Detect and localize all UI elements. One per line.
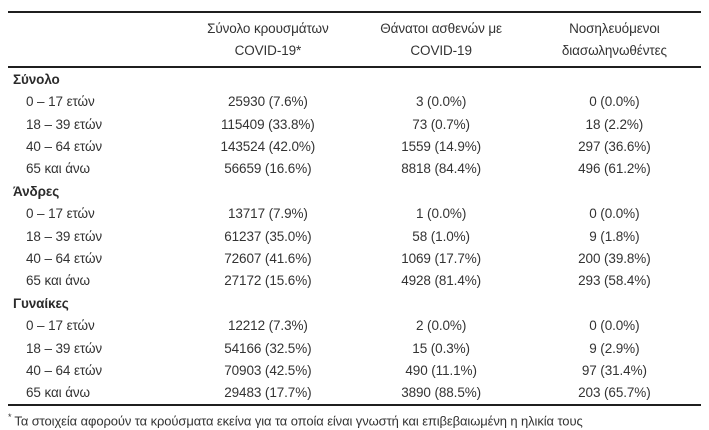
table-body: Σύνολο 0 – 17 ετών 25930 (7.6%) 3 (0.0%)… [8, 67, 701, 404]
section-row-total: Σύνολο [8, 67, 701, 90]
header-row: Σύνολο κρουσμάτων COVID-19* Θάνατοι ασθε… [8, 12, 701, 68]
footnote-asterisk: * [8, 412, 12, 423]
section-label-women: Γυναίκες [13, 295, 69, 311]
cases-value: 13717 (7.9%) [227, 206, 308, 222]
covid-age-table: Σύνολο κρουσμάτων COVID-19* Θάνατοι ασθε… [8, 11, 701, 404]
age-label: 65 και άνω [26, 161, 91, 177]
column-header-deaths: Θάνατοι ασθενών με COVID-19 [355, 12, 528, 67]
age-label: 40 – 64 ετών [26, 139, 103, 155]
table-row: 0 – 17 ετών 12212 (7.3%) 2 (0.0%) 0 (0.0… [8, 314, 701, 336]
column-header-deaths-line1: Θάνατοι ασθενών με [380, 21, 502, 36]
age-label: 40 – 64 ετών [26, 362, 103, 378]
column-header-intubated-line2: διασωληνωθέντες [561, 42, 667, 58]
intubated-value: 0 (0.0%) [589, 94, 640, 110]
age-label: 18 – 39 ετών [26, 228, 103, 244]
cases-value: 70903 (42.5%) [224, 362, 312, 378]
row-label-column-header [8, 12, 181, 67]
covid-age-table-sheet: Σύνολο κρουσμάτων COVID-19* Θάνατοι ασθε… [8, 11, 701, 430]
section-row-women: Γυναίκες [8, 292, 701, 314]
table-footnote: * Τα στοιχεία αφορούν τα κρούσματα εκείνα… [8, 404, 701, 430]
intubated-value: 9 (2.9%) [589, 340, 640, 356]
deaths-value: 1 (0.0%) [416, 206, 467, 222]
deaths-value: 4928 (81.4%) [401, 273, 482, 289]
age-label: 18 – 39 ετών [26, 116, 103, 132]
deaths-value: 8818 (84.4%) [401, 161, 482, 177]
age-label: 0 – 17 ετών [26, 206, 95, 222]
age-label: 18 – 39 ετών [26, 340, 103, 356]
cases-value: 72607 (41.6%) [224, 251, 312, 266]
column-header-cases-line1: Σύνολο κρουσμάτων [207, 21, 329, 36]
table-row: 40 – 64 ετών 70903 (42.5%) 490 (11.1%) 9… [8, 359, 701, 381]
intubated-value: 203 (65.7%) [578, 385, 651, 401]
footnote-text: Τα στοιχεία αφορούν τα κρούσματα εκείνα … [14, 413, 583, 429]
section-label-men: Άνδρες [13, 183, 60, 199]
deaths-value: 490 (11.1%) [405, 362, 477, 378]
deaths-value: 58 (1.0%) [412, 228, 470, 244]
cases-value: 27172 (15.6%) [224, 273, 312, 289]
deaths-value: 3 (0.0%) [416, 94, 467, 110]
deaths-value: 73 (0.7%) [412, 116, 470, 132]
intubated-value: 97 (31.4%) [581, 362, 647, 378]
deaths-value: 3890 (88.5%) [401, 385, 482, 401]
deaths-value: 1069 (17.7%) [401, 251, 482, 266]
cases-value: 12212 (7.3%) [227, 318, 308, 334]
table-row: 65 και άνω 29483 (17.7%) 3890 (88.5%) 20… [8, 382, 701, 404]
intubated-value: 496 (61.2%) [578, 161, 651, 177]
intubated-value: 293 (58.4%) [578, 273, 651, 289]
table-header: Σύνολο κρουσμάτων COVID-19* Θάνατοι ασθε… [8, 12, 701, 68]
age-label: 0 – 17 ετών [26, 94, 95, 110]
cases-value: 143524 (42.0%) [220, 139, 316, 155]
cases-value: 54166 (32.5%) [224, 340, 312, 356]
table-row: 18 – 39 ετών 61237 (35.0%) 58 (1.0%) 9 (… [8, 225, 701, 247]
table-row: 40 – 64 ετών 72607 (41.6%) 1069 (17.7%) … [8, 247, 701, 269]
table-row: 40 – 64 ετών 143524 (42.0%) 1559 (14.9%)… [8, 135, 701, 157]
deaths-value: 1559 (14.9%) [401, 139, 482, 155]
cases-value: 29483 (17.7%) [224, 385, 312, 401]
deaths-value: 15 (0.3%) [412, 340, 470, 356]
intubated-value: 200 (39.8%) [578, 251, 651, 266]
column-header-deaths-line2: COVID-19 [410, 42, 472, 58]
column-header-intubated: Νοσηλευόμενοι διασωληνωθέντες [528, 12, 701, 67]
table-row: 0 – 17 ετών 13717 (7.9%) 1 (0.0%) 0 (0.0… [8, 203, 701, 225]
intubated-value: 0 (0.0%) [589, 206, 640, 222]
table-row: 18 – 39 ετών 115409 (33.8%) 73 (0.7%) 18… [8, 113, 701, 135]
column-header-cases: Σύνολο κρουσμάτων COVID-19* [181, 12, 354, 67]
column-header-intubated-line1: Νοσηλευόμενοι [569, 21, 660, 36]
age-label: 0 – 17 ετών [26, 318, 95, 334]
intubated-value: 297 (36.6%) [578, 139, 651, 155]
cases-value: 61237 (35.0%) [224, 228, 312, 244]
section-row-men: Άνδρες [8, 180, 701, 202]
table-row: 0 – 17 ετών 25930 (7.6%) 3 (0.0%) 0 (0.0… [8, 91, 701, 113]
table-row: 65 και άνω 56659 (16.6%) 8818 (84.4%) 49… [8, 158, 701, 180]
age-label: 65 και άνω [26, 273, 91, 289]
age-label: 40 – 64 ετών [26, 251, 103, 266]
table-row: 18 – 39 ετών 54166 (32.5%) 15 (0.3%) 9 (… [8, 337, 701, 359]
deaths-value: 2 (0.0%) [416, 318, 467, 334]
section-label-total: Σύνολο [13, 71, 60, 87]
table-row: 65 και άνω 27172 (15.6%) 4928 (81.4%) 29… [8, 270, 701, 292]
intubated-value: 0 (0.0%) [589, 318, 640, 334]
intubated-value: 18 (2.2%) [585, 116, 644, 132]
cases-value: 56659 (16.6%) [224, 161, 312, 177]
column-header-cases-line2: COVID-19* [234, 42, 302, 58]
age-label: 65 και άνω [26, 385, 91, 401]
cases-value: 115409 (33.8%) [221, 116, 315, 132]
intubated-value: 9 (1.8%) [589, 228, 640, 244]
cases-value: 25930 (7.6%) [227, 94, 308, 110]
